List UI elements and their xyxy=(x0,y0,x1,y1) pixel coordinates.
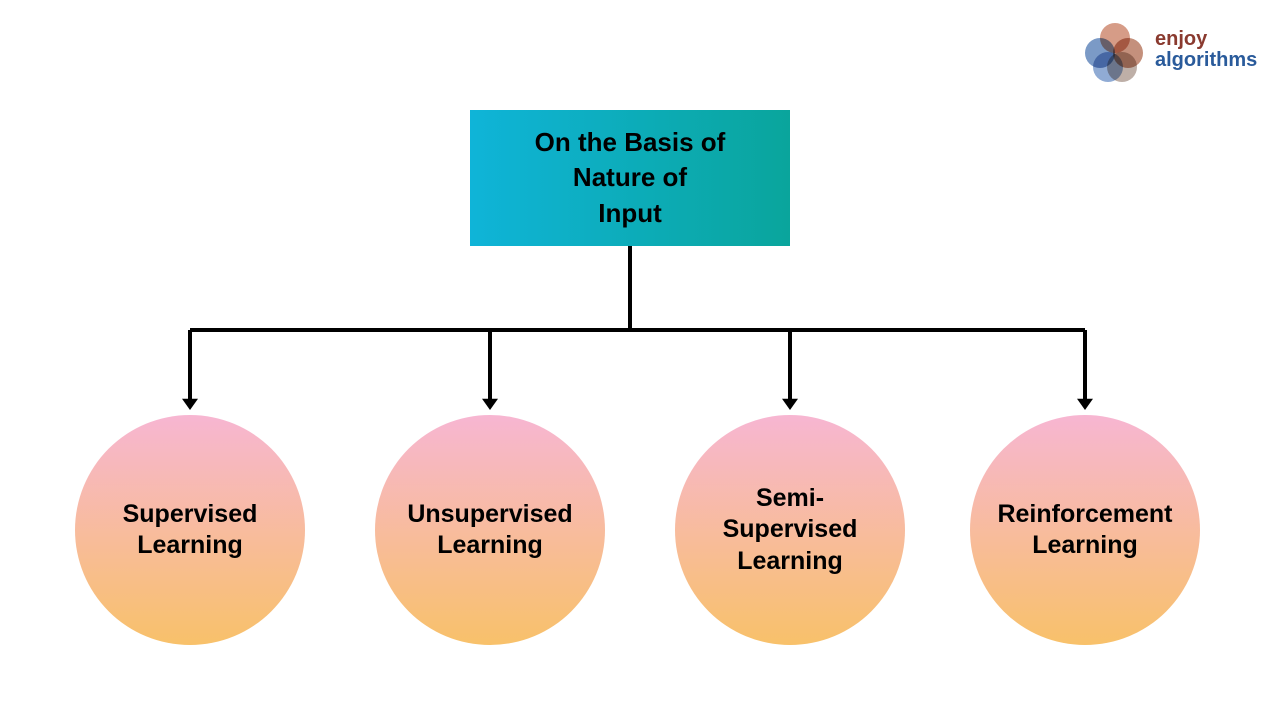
brand-logo-line1: enjoy xyxy=(1155,29,1257,50)
child-node-label: Reinforcement Learning xyxy=(997,499,1172,562)
diagram-stage: enjoy algorithms On the Basis of Nature … xyxy=(0,0,1280,720)
brand-logo-text: enjoy algorithms xyxy=(1155,29,1257,71)
child-node-label: Unsupervised Learning xyxy=(407,499,572,562)
brand-logo-line2: algorithms xyxy=(1155,50,1257,71)
child-node-supervised: Supervised Learning xyxy=(75,415,305,645)
child-node-label: Semi- Supervised Learning xyxy=(723,483,858,577)
child-node-unsupervised: Unsupervised Learning xyxy=(375,415,605,645)
brand-logo-mark xyxy=(1085,20,1145,80)
child-node-semisupervised: Semi- Supervised Learning xyxy=(675,415,905,645)
child-node-reinforcement: Reinforcement Learning xyxy=(970,415,1200,645)
root-node-label: On the Basis of Nature of Input xyxy=(535,125,726,230)
child-node-label: Supervised Learning xyxy=(123,499,258,562)
brand-logo: enjoy algorithms xyxy=(1085,20,1257,80)
root-node: On the Basis of Nature of Input xyxy=(470,110,790,246)
